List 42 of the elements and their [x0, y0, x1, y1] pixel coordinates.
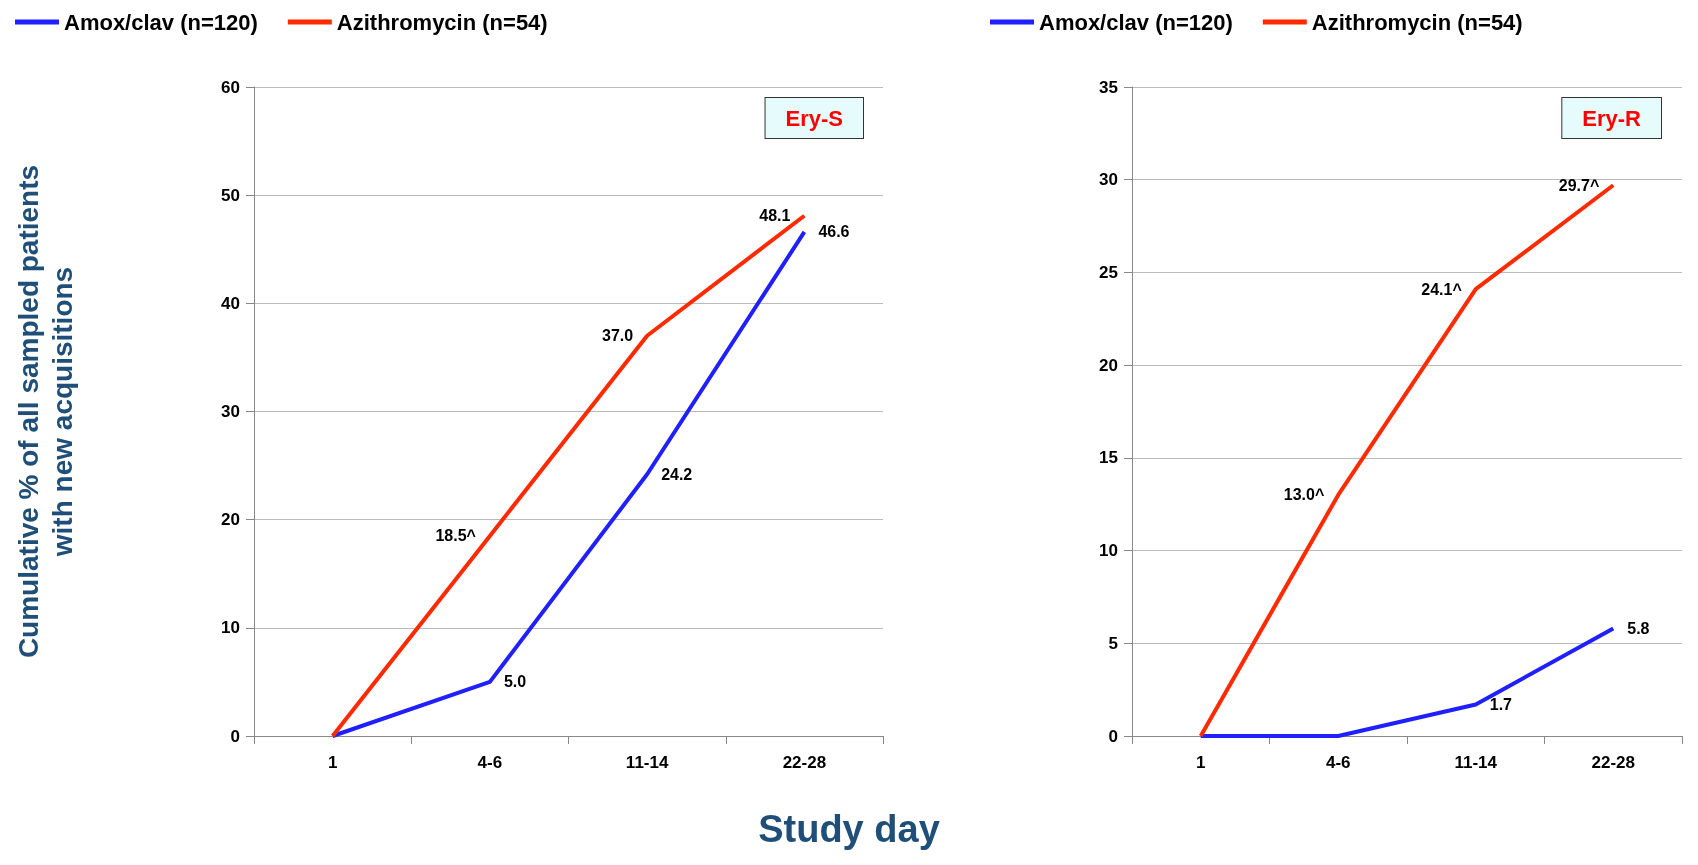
y-tick-label: 30	[221, 402, 240, 421]
y-tick-label: 10	[221, 618, 240, 638]
y-tick-label: 15	[1099, 448, 1118, 468]
y-tick-label: 10	[1099, 541, 1118, 561]
legend-label: Amox/clav (n=120)	[64, 9, 258, 35]
x-tick-label: 4-6	[1325, 753, 1351, 772]
data-label: 13.0^	[1283, 486, 1325, 504]
y-tick-label: 20	[221, 510, 240, 530]
annotation: Ery-S	[785, 105, 844, 131]
data-label: 37.0	[601, 327, 634, 345]
data-label: 5.8	[1627, 619, 1650, 637]
data-label: 5.0	[503, 673, 527, 691]
x-axis-title: Study day	[757, 808, 941, 851]
y-tick-label: 0	[1108, 726, 1118, 746]
data-label: 24.2	[661, 465, 693, 483]
y-axis-title: Cumulative % of all sampled patients with new acquisitions	[12, 164, 78, 659]
x-tick-label: 1	[1196, 753, 1206, 772]
legend-label: Azithromycin (n=54)	[1311, 9, 1523, 35]
x-tick-label: 1	[327, 753, 338, 772]
legend-label: Azithromycin (n=54)	[336, 9, 548, 35]
y-tick-label: 60	[221, 77, 240, 97]
y-tick-label: 40	[221, 293, 240, 313]
y-tick-label: 35	[1099, 77, 1118, 97]
data-label: 1.7	[1489, 695, 1513, 713]
data-label: 48.1	[759, 207, 791, 225]
y-tick-label: 50	[221, 185, 240, 205]
x-tick-label: 4-6	[477, 753, 503, 772]
data-label: 46.6	[818, 223, 850, 241]
legend-label: Amox/clav (n=120)	[1039, 9, 1233, 35]
y-tick-label: 5	[1108, 633, 1118, 653]
x-tick-label: 22-28	[782, 753, 827, 772]
data-label: 29.7^	[1558, 176, 1600, 194]
y-tick-label: 0	[230, 726, 240, 746]
y-tick-label: 20	[1099, 355, 1118, 375]
data-label: 18.5^	[435, 527, 476, 545]
x-tick-label: 11-14	[625, 753, 669, 772]
annotation: Ery-R	[1582, 105, 1642, 131]
data-label: 24.1^	[1421, 280, 1462, 298]
x-tick-label: 11-14	[1454, 753, 1498, 772]
y-tick-label: 25	[1099, 262, 1118, 282]
y-tick-label: 30	[1099, 170, 1118, 190]
x-tick-label: 22-28	[1591, 753, 1635, 772]
